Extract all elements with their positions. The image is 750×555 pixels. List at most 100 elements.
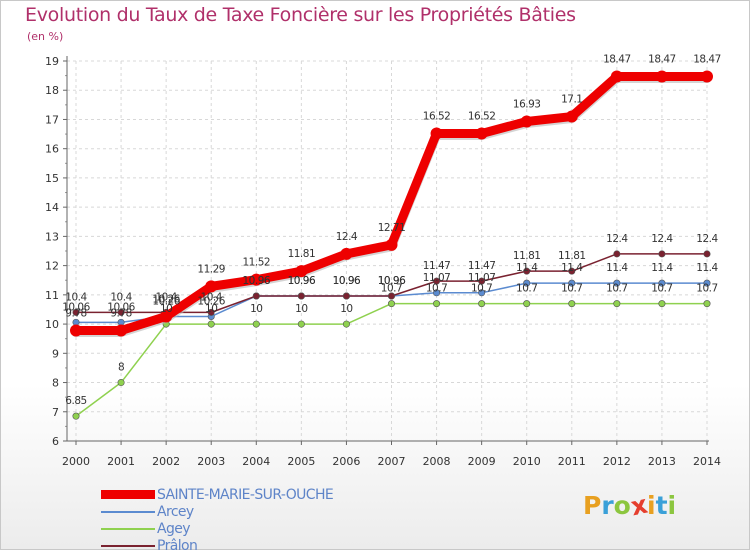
legend-swatch [101,490,155,499]
brand-logo: Proxiti [583,490,677,522]
data-point [72,412,80,420]
data-point [433,300,441,308]
data-point [478,289,486,297]
brand-letter: i [667,491,677,520]
x-tick-label: 2003 [197,455,225,468]
data-point [297,320,305,328]
data-label: 10.96 [288,275,316,287]
y-tick-label: 6 [52,435,59,448]
data-label: 9.78 [65,308,86,320]
data-label: 10.4 [201,291,223,303]
data-label: 11.47 [468,260,496,272]
x-tick-label: 2000 [62,455,90,468]
data-label: 18.47 [648,53,676,65]
data-point [387,300,395,308]
data-label: 16.52 [423,110,451,122]
data-point [430,127,443,140]
axes: 6 7 8 9 10 11 12 13 14 15 16 17 18 19 2000 2001 2002 2003… [45,55,721,468]
data-point [117,379,125,387]
x-tick-label: 2002 [152,455,180,468]
chart-title: Evolution du Taux de Taxe Foncière sur l… [25,4,576,26]
data-point [385,238,398,251]
data-label: 10 [295,303,307,315]
data-label: 11.4 [606,262,628,274]
y-tick-label: 8 [52,377,59,390]
data-label: 11.4 [561,262,583,274]
data-label: 10 [160,303,172,315]
data-label: 10.96 [333,275,361,287]
data-point [655,70,668,83]
data-label: 11.52 [243,257,271,269]
data-label: 10.26 [152,295,180,307]
data-point [117,308,125,316]
data-point [295,265,308,278]
data-point [160,310,173,323]
data-label: 11.4 [696,262,718,274]
data-point [523,279,531,287]
data-label: 11.47 [423,260,451,272]
x-tick-label: 2005 [287,455,315,468]
legend-label: Agey [157,521,191,537]
data-point [250,273,263,286]
y-tick-label: 13 [45,230,59,243]
y-tick-label: 9 [52,347,59,360]
data-point [520,115,533,128]
x-tick-label: 2004 [242,455,270,468]
data-label: 12.4 [651,233,673,245]
x-tick-label: 2010 [513,455,541,468]
data-point [523,300,531,308]
data-point [613,279,621,287]
data-label: 11.81 [558,250,586,262]
data-label: 10.7 [516,283,537,295]
brand-letter: i [647,491,656,520]
y-tick-label: 18 [45,84,59,97]
data-point [478,277,486,285]
line-chart: 6 7 8 9 10 11 12 13 14 15 16 17 18 19 2000 2001 2002 2003… [45,53,721,468]
data-label: 10 [340,303,352,315]
data-point [340,247,353,260]
y-tick-label: 7 [52,406,59,419]
data-label: 12.4 [696,233,718,245]
data-label: 10.96 [288,275,316,287]
data-label: 8 [118,362,124,374]
data-label: 17.1 [561,94,582,106]
data-label: 6.85 [65,395,86,407]
data-point [387,292,395,300]
data-point [703,279,711,287]
data-point [568,267,576,275]
data-point [568,279,576,287]
data-label: 11.4 [516,262,538,274]
data-label: 18.47 [603,53,631,65]
data-label: 16.52 [468,110,496,122]
x-tick-label: 2012 [603,455,631,468]
data-point [207,308,215,316]
data-point [70,324,82,337]
data-point [701,70,713,83]
data-label: 10.4 [65,291,87,303]
data-label: 10.7 [561,283,582,295]
x-tick-label: 2013 [648,455,676,468]
data-label: 10.4 [155,291,177,303]
data-point [475,127,488,140]
data-point [613,300,621,308]
y-tick-label: 19 [45,55,59,68]
legend-swatch [101,528,155,530]
chart-subtitle: (en %) [27,30,64,43]
data-label: 10.96 [378,275,406,287]
data-label: 10.7 [471,283,492,295]
y-tick-label: 17 [45,113,59,126]
grid [67,60,708,442]
data-label: 10.7 [381,283,402,295]
y-tick-label: 11 [45,289,59,302]
y-tick-label: 16 [45,143,59,156]
legend-label: Prâlon [157,538,198,554]
data-point [252,292,260,300]
data-label: 10.26 [152,293,180,305]
data-label: 10.06 [62,301,90,313]
legend-swatch [101,511,155,513]
data-label: 11.07 [423,272,451,284]
x-tick-label: 2006 [332,455,360,468]
data-label: 11.81 [288,248,316,260]
data-label: 10.96 [378,275,406,287]
